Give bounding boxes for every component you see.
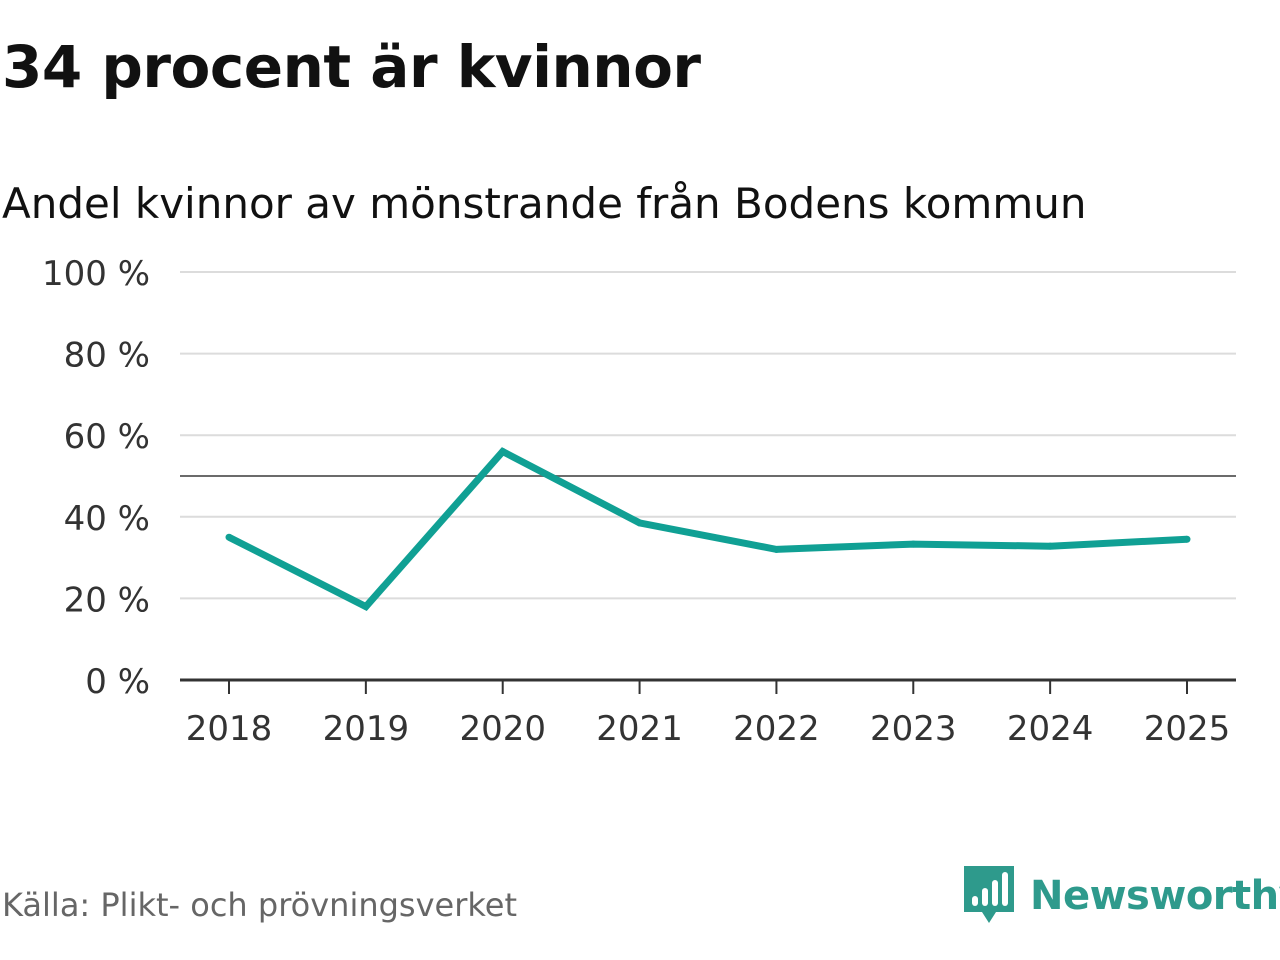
source-note: Källa: Plikt- och prövningsverket <box>2 886 517 924</box>
data-point <box>1183 535 1191 543</box>
x-tick-label: 2018 <box>186 709 273 749</box>
x-tick-label: 2022 <box>733 709 820 749</box>
y-tick-label: 80 % <box>64 336 150 376</box>
x-tick-label: 2024 <box>1007 709 1094 749</box>
newsworthy-logo-icon <box>964 866 1014 923</box>
data-point <box>772 545 780 553</box>
x-tick-label: 2023 <box>870 709 957 749</box>
chart-title: 34 procent är kvinnor <box>2 33 701 101</box>
data-point <box>499 448 507 456</box>
data-point <box>362 603 370 611</box>
y-tick-label: 0 % <box>85 662 150 702</box>
x-tick-label: 2025 <box>1144 709 1231 749</box>
brand-name: Newsworthy <box>1030 873 1280 919</box>
data-point <box>636 519 644 527</box>
y-tick-label: 40 % <box>64 499 150 539</box>
data-point <box>225 533 233 541</box>
y-tick-label: 100 % <box>42 254 150 294</box>
y-tick-label: 20 % <box>64 580 150 620</box>
x-tick-label: 2019 <box>323 709 410 749</box>
y-tick-label: 60 % <box>64 417 150 457</box>
brand-logo: Newsworthy <box>964 866 1280 926</box>
x-tick-label: 2020 <box>459 709 546 749</box>
series-line <box>227 447 1188 611</box>
data-point <box>1046 542 1054 550</box>
chart-subtitle: Andel kvinnor av mönstrande från Bodens … <box>2 179 1087 228</box>
data-point <box>909 540 917 548</box>
x-tick-label: 2021 <box>596 709 683 749</box>
